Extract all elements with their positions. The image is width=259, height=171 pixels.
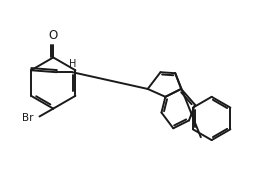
Text: O: O [49,29,58,42]
Text: H: H [69,59,76,69]
Text: Br: Br [22,113,34,123]
